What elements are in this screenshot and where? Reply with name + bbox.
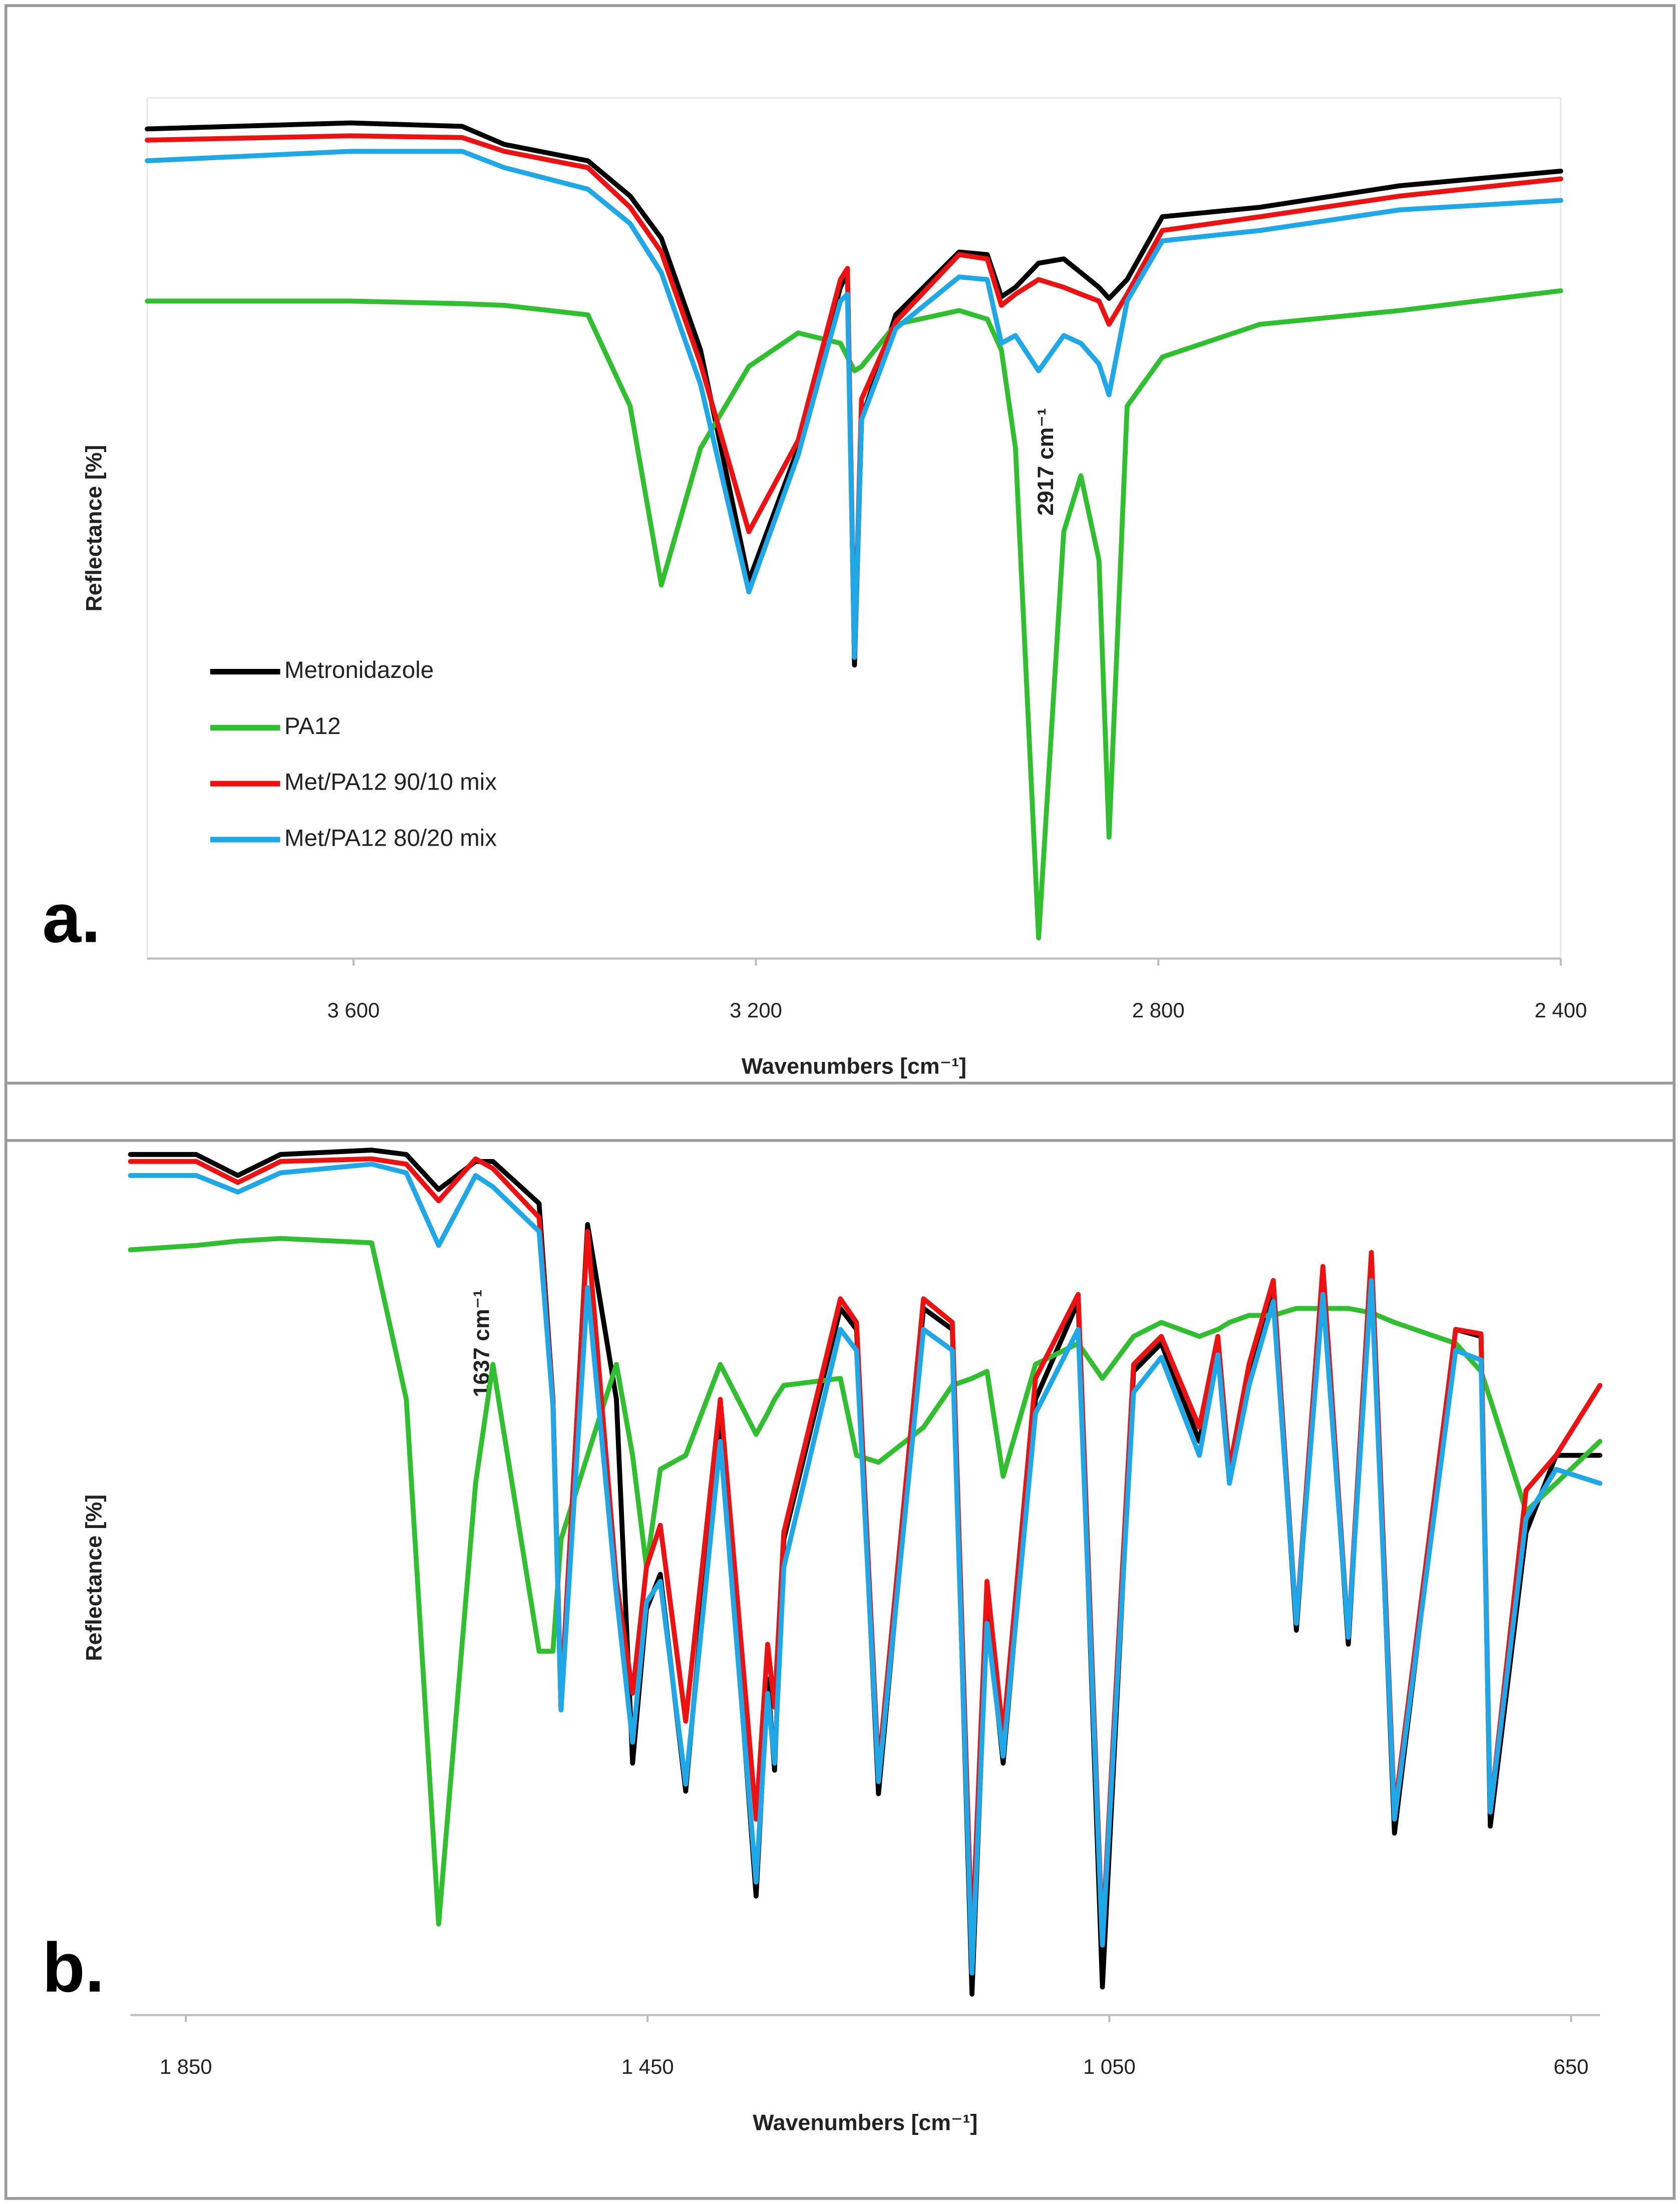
legend-label: Met/PA12 90/10 mix	[284, 769, 497, 796]
x-tick-label: 3 200	[730, 998, 782, 1022]
y-axis-label: Reflectance [%]	[82, 1495, 106, 1661]
spectrum-line	[128, 1162, 1603, 1976]
panel-label: a.	[42, 879, 101, 957]
x-tick-label: 1 850	[160, 2055, 212, 2078]
x-tick-label: 2 800	[1132, 998, 1185, 1022]
x-tick-label: 650	[1554, 2055, 1589, 2078]
x-tick-label: 1 450	[621, 2055, 674, 2078]
figure-frame	[4, 4, 1676, 2200]
x-tick-label: 1 050	[1083, 2055, 1136, 2078]
legend-label: PA12	[284, 713, 341, 740]
panel-frame	[4, 1139, 1676, 2200]
x-axis-label: Wavenumbers [cm⁻¹]	[753, 2111, 977, 2135]
x-tick-label: 2 400	[1534, 998, 1587, 1022]
spectrum-line	[145, 149, 1563, 660]
panel-frame	[4, 4, 1676, 1085]
legend-label: Metronidazole	[284, 657, 434, 683]
panel-label: b.	[42, 1928, 104, 2007]
annotation: 2917 cm⁻¹	[1034, 408, 1058, 516]
x-tick-label: 3 600	[327, 998, 380, 1022]
spectrum-line	[128, 1236, 1603, 1927]
legend-label: Met/PA12 80/20 mix	[284, 825, 497, 851]
spectrum-line	[145, 133, 1563, 660]
x-axis-label: Wavenumbers [cm⁻¹]	[742, 1054, 966, 1078]
spectrum-line	[128, 1148, 1603, 1997]
spectrum-line	[145, 120, 1563, 668]
y-axis-label: Reflectance [%]	[82, 445, 106, 612]
